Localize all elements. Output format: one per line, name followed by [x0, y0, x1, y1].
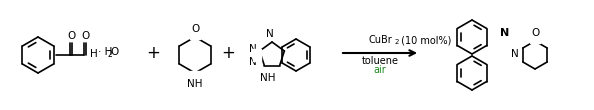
Text: (10 mol%): (10 mol%): [398, 35, 451, 45]
Text: +: +: [221, 44, 235, 62]
Text: N: N: [511, 49, 519, 59]
Text: O: O: [110, 47, 118, 57]
Text: N: N: [500, 28, 510, 38]
Text: H: H: [90, 49, 98, 59]
Text: N: N: [266, 29, 274, 39]
Text: toluene: toluene: [362, 56, 399, 66]
Text: 2: 2: [107, 50, 112, 59]
Text: O: O: [191, 24, 199, 34]
Text: +: +: [146, 44, 160, 62]
Text: 2: 2: [395, 39, 399, 45]
Text: NH: NH: [187, 79, 203, 89]
Text: O: O: [531, 28, 539, 38]
Text: NH: NH: [260, 73, 276, 83]
Text: N: N: [249, 57, 257, 67]
Text: air: air: [374, 65, 386, 75]
Text: CuBr: CuBr: [368, 35, 392, 45]
Text: N: N: [249, 43, 257, 53]
Text: · H: · H: [98, 47, 112, 57]
Text: O: O: [81, 31, 89, 41]
Text: O: O: [67, 31, 75, 41]
